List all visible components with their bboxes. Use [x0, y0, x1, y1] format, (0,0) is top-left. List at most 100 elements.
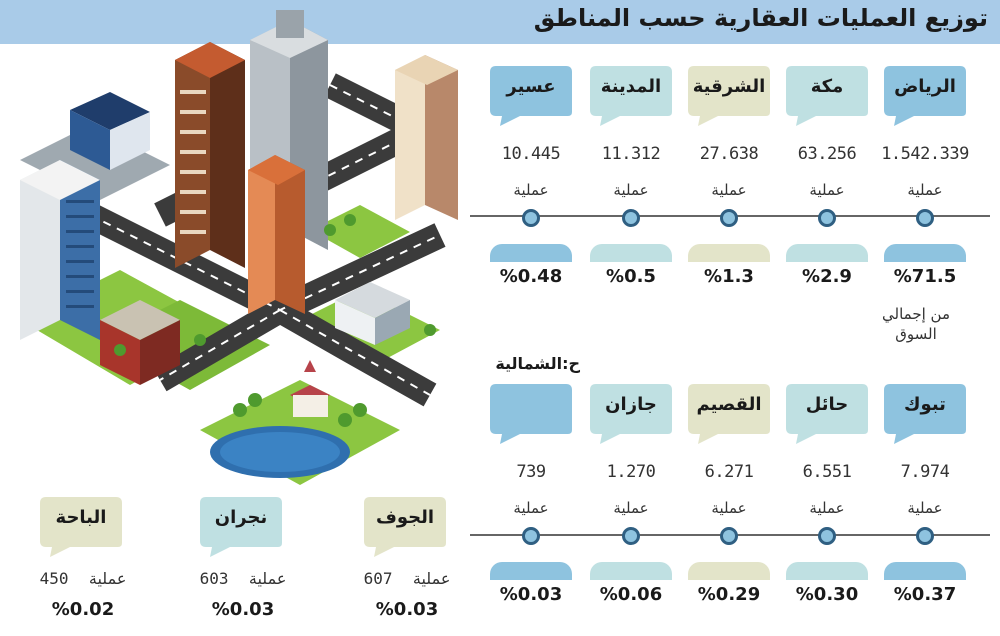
axis-marker [622, 527, 640, 545]
transaction-count: 603 [199, 569, 229, 588]
market-percent: %2.9 [802, 266, 852, 287]
region-tag: حائل [786, 384, 868, 444]
unit-label: عملية [513, 181, 549, 199]
section-label: ح:الشمالية [495, 354, 580, 373]
unit-label: عملية [907, 499, 943, 517]
region-name: الشرقية [692, 76, 766, 97]
region-name: الجوف [375, 507, 435, 528]
percent-pill [590, 562, 672, 580]
percent-pill [688, 244, 770, 262]
region-name: عسير [506, 76, 556, 97]
percent-pill [786, 562, 868, 580]
percent-pill [688, 562, 770, 580]
tag-shape-icon [490, 384, 572, 444]
unit-label: عملية [248, 569, 287, 588]
transaction-count: 6.271 [704, 462, 754, 482]
market-percent: %0.02 [51, 599, 115, 620]
transaction-count: 739 [516, 462, 546, 482]
title-bar: توزيع العمليات العقارية حسب المناطق [0, 0, 1000, 44]
axis-marker [522, 527, 540, 545]
region-tag: مكة [786, 66, 868, 126]
unit-label: عملية [88, 569, 127, 588]
tag-shape-icon [40, 497, 122, 557]
orange-tower [248, 155, 305, 314]
city-illustration [20, 10, 458, 485]
tag-shape-icon [786, 384, 868, 444]
transaction-count: 450 [39, 569, 69, 588]
region-name: تبوك [904, 394, 946, 415]
transaction-count: 63.256 [797, 144, 857, 164]
percent-pill [490, 562, 572, 580]
transaction-stat: عملية 603 [188, 569, 298, 588]
axis-marker [916, 527, 934, 545]
region-tag: الباحة [40, 497, 122, 557]
market-percent: %0.29 [697, 584, 761, 605]
brown-tower [175, 42, 245, 268]
tag-shape-icon [786, 66, 868, 126]
region-name: القصيم [696, 394, 762, 415]
market-percent: %0.37 [893, 584, 957, 605]
school-building [100, 300, 180, 385]
tag-shape-icon [590, 384, 672, 444]
market-share-note: من إجمالي السوق [860, 304, 972, 344]
office-tower-left [20, 160, 100, 340]
unit-label: عملية [809, 499, 845, 517]
unit-label: عملية [809, 181, 845, 199]
region-name: حائل [805, 394, 849, 415]
transaction-count: 11.312 [601, 144, 661, 164]
transaction-count: 27.638 [699, 144, 759, 164]
axis-marker [720, 527, 738, 545]
market-share-note-line1: من إجمالي [882, 305, 950, 323]
region-name: المدينة [600, 76, 662, 97]
market-percent: %0.5 [606, 266, 656, 287]
low-buildings [335, 282, 410, 345]
market-percent: %0.30 [795, 584, 859, 605]
region-name: جازان [605, 394, 657, 415]
tag-shape-icon [590, 66, 672, 126]
unit-label: عملية [613, 499, 649, 517]
region-tag: الجوف [364, 497, 446, 557]
percent-pill [490, 244, 572, 262]
market-percent: %0.06 [599, 584, 663, 605]
axis-marker [916, 209, 934, 227]
percent-pill [884, 562, 966, 580]
unit-label: عملية [513, 499, 549, 517]
axis-marker [622, 209, 640, 227]
transaction-count: 1.542.339 [881, 144, 969, 164]
transaction-count: 607 [363, 569, 393, 588]
region-name: الرياض [894, 76, 956, 97]
axis-marker [720, 209, 738, 227]
percent-pill [884, 244, 966, 262]
region-tag: تبوك [884, 384, 966, 444]
region-name: نجران [214, 507, 268, 528]
market-percent: %0.48 [499, 266, 563, 287]
supermarket [70, 92, 150, 170]
transaction-count: 1.270 [606, 462, 656, 482]
region-tag: الشرقية [688, 66, 770, 126]
tag-shape-icon [884, 384, 966, 444]
unit-label: عملية [907, 181, 943, 199]
tag-shape-icon [200, 497, 282, 557]
axis-marker [522, 209, 540, 227]
region-name: مكة [810, 76, 844, 97]
market-share-note-line2: السوق [895, 325, 937, 343]
market-percent: %0.03 [499, 584, 563, 605]
region-tag: الرياض [884, 66, 966, 126]
slim-tower-right [395, 55, 458, 220]
transaction-count: 7.974 [900, 462, 950, 482]
unit-label: عملية [711, 499, 747, 517]
market-percent: %0.03 [375, 599, 439, 620]
percent-pill [786, 244, 868, 262]
region-tag [490, 384, 572, 444]
region-name: الباحة [55, 507, 107, 528]
percent-pill [590, 244, 672, 262]
tag-shape-icon [688, 66, 770, 126]
unit-label: عملية [412, 569, 451, 588]
tag-shape-icon [490, 66, 572, 126]
tag-shape-icon [884, 66, 966, 126]
market-percent: %0.03 [211, 599, 275, 620]
page-title: توزيع العمليات العقارية حسب المناطق [533, 4, 988, 32]
transaction-count: 10.445 [501, 144, 561, 164]
church [290, 360, 330, 417]
tag-shape-icon [688, 384, 770, 444]
